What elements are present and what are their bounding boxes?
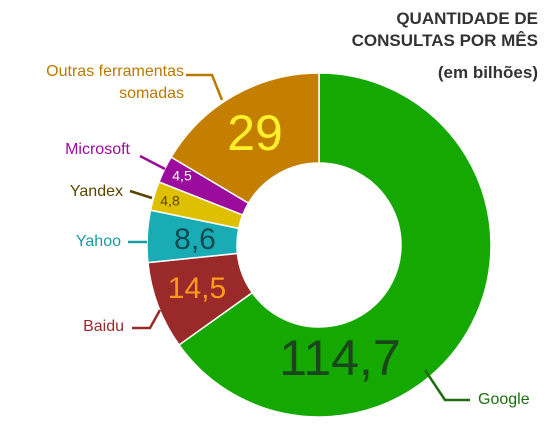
chart-title: QUANTIDADE DE CONSULTAS POR MÊS <box>351 9 538 50</box>
category-label: Microsoft <box>65 141 130 158</box>
leader-line <box>129 189 153 200</box>
leader-line <box>132 309 162 330</box>
category-label: Google <box>478 391 530 408</box>
leader-line <box>139 154 166 171</box>
value-label: 4,5 <box>172 168 192 184</box>
category-label: Baidu <box>83 318 124 335</box>
value-label: 4,8 <box>160 193 180 209</box>
donut-slice <box>170 72 320 205</box>
leader-line <box>423 369 470 402</box>
value-label: 114,7 <box>279 330 400 386</box>
value-label: 8,6 <box>174 223 216 256</box>
value-label: 14,5 <box>168 272 226 305</box>
category-label: Yandex <box>69 183 123 200</box>
leader-line <box>186 73 224 101</box>
chart-subtitle: (em bilhões) <box>437 63 538 82</box>
value-label: 29 <box>227 105 283 161</box>
donut-slice <box>177 72 492 418</box>
category-label: Yahoo <box>75 233 121 250</box>
category-label: Outras ferramentas somadas <box>46 63 184 102</box>
